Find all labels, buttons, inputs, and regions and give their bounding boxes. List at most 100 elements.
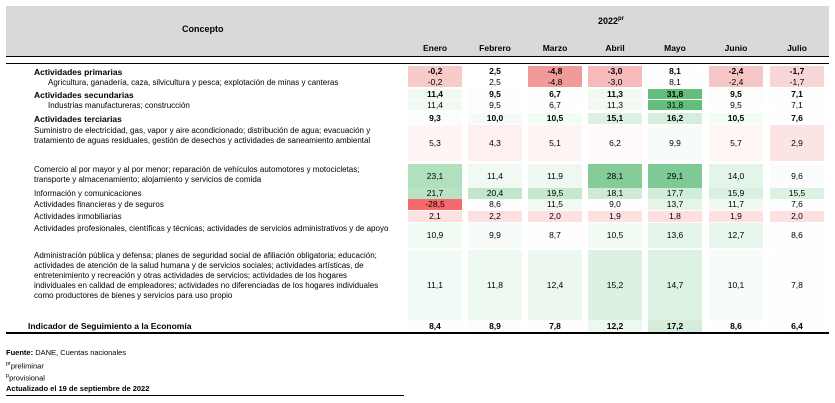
value-cell: 17,2 <box>648 320 702 332</box>
table-header <box>6 6 829 56</box>
value-cell: 12,2 <box>588 320 642 332</box>
row-label: Actividades financieras y de seguros <box>34 200 164 209</box>
value-cell: 6,7 <box>528 89 582 99</box>
value-cell: 5,3 <box>408 125 462 161</box>
value-cell: 8,1 <box>648 77 702 87</box>
value-cell: -1,7 <box>770 77 824 87</box>
header-gap-rule <box>6 63 829 64</box>
value-cell: 8,9 <box>468 320 522 332</box>
header-concepto: Concepto <box>182 24 224 34</box>
row-label: Actividades primarias <box>34 67 123 77</box>
header-month-junio: Junio <box>724 43 748 53</box>
value-cell: -2,4 <box>709 66 763 77</box>
value-cell: 11,7 <box>709 199 763 210</box>
value-cell: 8,7 <box>528 223 582 248</box>
row-label: Administración pública y defensa; planes… <box>34 251 379 300</box>
value-cell: 17,7 <box>648 188 702 199</box>
value-cell: 9,9 <box>648 125 702 161</box>
header-month-marzo: Marzo <box>542 43 568 53</box>
value-cell: 10,5 <box>588 223 642 248</box>
preliminary-note: prpreliminar <box>6 361 44 371</box>
value-cell: 10,1 <box>709 250 763 320</box>
value-cell: 1,9 <box>709 211 763 222</box>
value-cell: 2,9 <box>770 125 824 161</box>
table-bottom-rule <box>6 333 829 334</box>
value-cell: 15,2 <box>588 250 642 320</box>
value-cell: 5,7 <box>709 125 763 161</box>
value-cell: 9,6 <box>770 164 824 188</box>
value-cell: 13,7 <box>648 199 702 210</box>
value-cell: 14,7 <box>648 250 702 320</box>
header-year: 2022pr <box>598 16 625 26</box>
table-row: Comercio al por mayor y al por menor; re… <box>6 164 829 188</box>
value-cell: 2,1 <box>408 211 462 222</box>
value-cell: 9,9 <box>468 223 522 248</box>
value-cell: 10,0 <box>468 113 522 124</box>
header-rule <box>6 56 829 57</box>
provisional-note: pprovisional <box>6 373 45 383</box>
value-cell: -28,5 <box>408 199 462 210</box>
row-label: Actividades profesionales, científicas y… <box>34 224 389 233</box>
value-cell: 4,3 <box>468 125 522 161</box>
value-cell: -0,2 <box>408 77 462 87</box>
value-cell: 6,2 <box>588 125 642 161</box>
value-cell: -3,0 <box>588 66 642 77</box>
value-cell: 5,1 <box>528 125 582 161</box>
value-cell: 8,6 <box>468 199 522 210</box>
footer-rule <box>6 395 404 396</box>
value-cell: 9,0 <box>588 199 642 210</box>
table-row: Administración pública y defensa; planes… <box>6 250 829 320</box>
value-cell: 7,6 <box>770 113 824 124</box>
table-row: Información y comunicaciones 21,7 20,4 19,5… <box>6 188 829 199</box>
value-cell: 16,2 <box>648 113 702 124</box>
table-row: Actividades financieras y de seguros -28,… <box>6 199 829 210</box>
value-cell: 1,8 <box>648 211 702 222</box>
value-cell: 11,8 <box>468 250 522 320</box>
value-cell: 21,7 <box>408 188 462 199</box>
value-cell: 8,6 <box>709 320 763 332</box>
value-cell: 2,5 <box>468 66 522 77</box>
table-row: Indicador de Seguimiento a la Economía 8,… <box>6 320 829 333</box>
value-cell: 9,5 <box>468 100 522 110</box>
value-cell: 18,1 <box>588 188 642 199</box>
row-label: Actividades inmobiliarias <box>34 212 122 221</box>
row-label: Industrias manufactureras; construcción <box>48 101 190 110</box>
value-cell: 2,2 <box>468 211 522 222</box>
table-row: Actividades terciarias 9,3 10,0 10,5 15,1 16,… <box>6 113 829 124</box>
value-cell: 31,8 <box>648 89 702 99</box>
table-row: Actividades secundarias 11,4 9,5 6,7 11,3 31,… <box>6 89 829 100</box>
value-cell: 9,3 <box>408 113 462 124</box>
value-cell: 11,3 <box>588 89 642 99</box>
header-month-enero: Enero <box>422 43 448 53</box>
value-cell: -0,2 <box>408 66 462 77</box>
row-label: Comercio al por mayor y al por menor; re… <box>34 165 360 184</box>
row-label: Actividades secundarias <box>34 90 134 100</box>
value-cell: 11,4 <box>468 164 522 188</box>
value-cell: 2,0 <box>528 211 582 222</box>
value-cell: 9,5 <box>468 89 522 99</box>
value-cell: 6,7 <box>528 100 582 110</box>
value-cell: 13,6 <box>648 223 702 248</box>
value-cell: 11,9 <box>528 164 582 188</box>
table-row: Industrias manufactureras; construcción 1… <box>6 100 829 110</box>
value-cell: 11,3 <box>588 100 642 110</box>
value-cell: 11,4 <box>408 89 462 99</box>
value-cell: 29,1 <box>648 164 702 188</box>
row-label: Agricultura, ganadería, caza, silvicultu… <box>48 78 339 87</box>
value-cell: -4,8 <box>528 77 582 87</box>
value-cell: 12,7 <box>709 223 763 248</box>
value-cell: 9,5 <box>709 89 763 99</box>
value-cell: 7,1 <box>770 89 824 99</box>
table-row: Agricultura, ganadería, caza, silvicultu… <box>6 77 829 87</box>
value-cell: 10,9 <box>408 223 462 248</box>
value-cell: 19,5 <box>528 188 582 199</box>
table-row: Actividades inmobiliarias 2,1 2,2 2,0 1,9 1,8… <box>6 211 829 222</box>
year-mark: pr <box>618 16 625 22</box>
value-cell: 6,4 <box>770 320 824 332</box>
table-row: Actividades primarias -0,2 2,5 -4,8 -3,0 8,1-… <box>6 66 829 77</box>
header-month-febrero: Febrero <box>479 43 511 53</box>
value-cell: 15,1 <box>588 113 642 124</box>
value-cell: 9,5 <box>709 100 763 110</box>
value-cell: 2,0 <box>770 211 824 222</box>
